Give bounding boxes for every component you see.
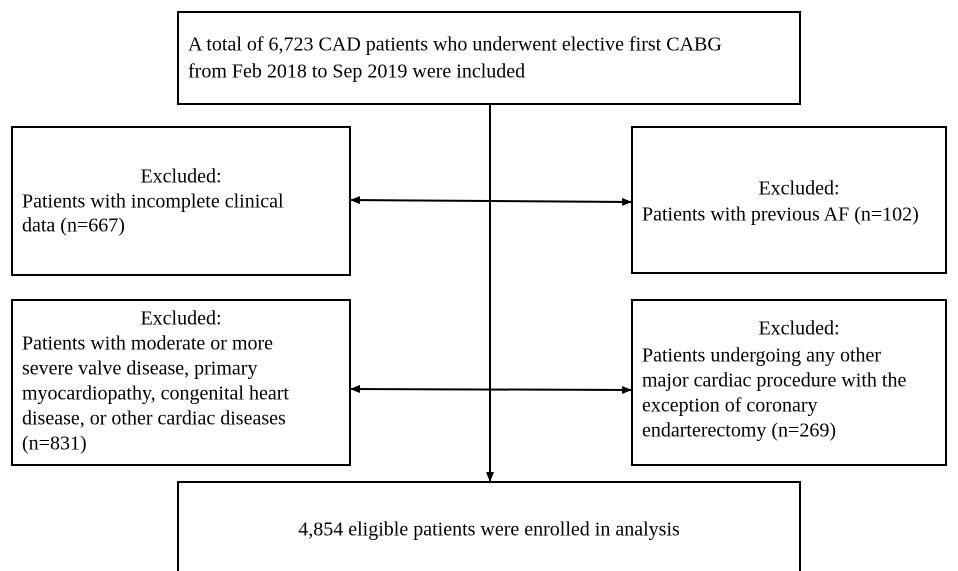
box-text: severe valve disease, primary [22,358,257,380]
exclusion-arrow [350,385,632,394]
box-text: Patients with previous AF (n=102) [642,204,919,226]
box [177,11,801,105]
box-text: disease, or other cardiac diseases [22,408,286,430]
box-text: (n=831) [22,433,87,455]
box-text: Patients with moderate or more [22,333,273,355]
box-text: Patients undergoing any other [642,345,881,367]
box-text: data (n=667) [22,215,125,237]
box [177,481,801,571]
box-text: Patients with incomplete clinical [22,191,284,213]
box-text: Excluded: [758,178,839,200]
box-text: 4,854 eligible patients were enrolled in… [298,519,680,541]
box [631,126,947,274]
box-text: Excluded: [758,318,839,340]
box-text: Excluded: [140,166,221,188]
box [11,299,351,466]
box-text: myocardiopathy, congenital heart [22,383,289,405]
exclusion-arrow [350,196,632,206]
box-text: A total of 6,723 CAD patients who underw… [188,34,722,56]
box-text: endarterectomy (n=269) [642,420,836,442]
box-text: exception of coronary [642,395,817,417]
box [631,299,947,466]
box-text: major cardiac procedure with the [642,370,906,392]
box [11,126,351,276]
box-text: from Feb 2018 to Sep 2019 were included [188,61,525,83]
box-text: Excluded: [140,308,221,330]
